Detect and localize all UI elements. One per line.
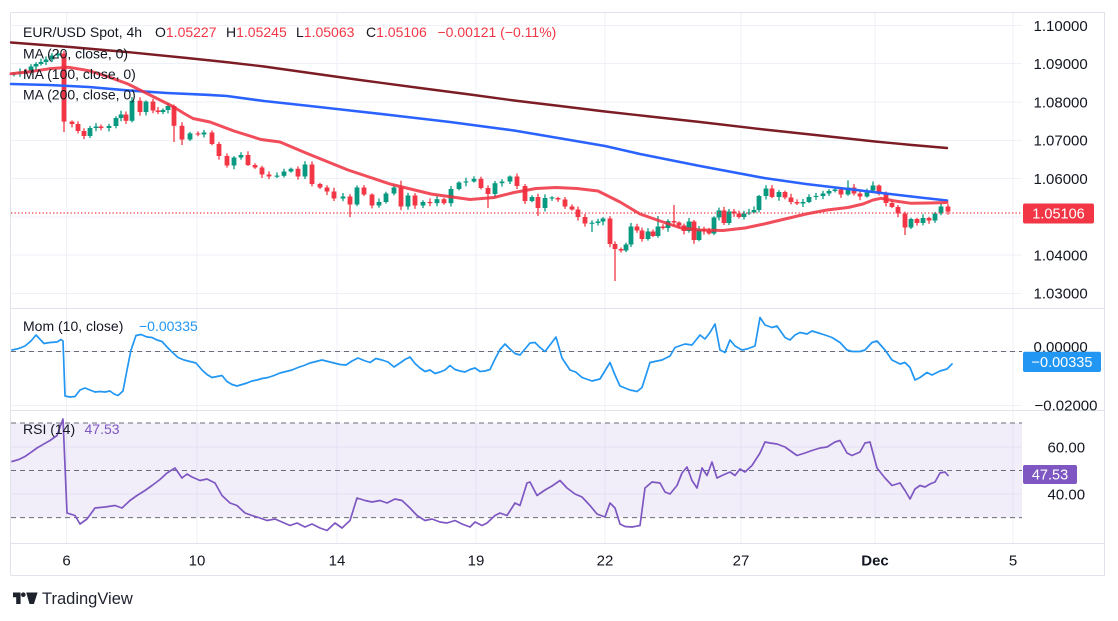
svg-text:40.00: 40.00 [1048,486,1086,503]
svg-text:TradingView: TradingView [42,590,133,608]
svg-text:10: 10 [189,553,206,570]
svg-text:5: 5 [1009,553,1017,570]
svg-text:47.53: 47.53 [1032,468,1068,484]
svg-text:1.10000: 1.10000 [1034,18,1088,35]
svg-text:1.09000: 1.09000 [1034,56,1088,73]
svg-text:−0.00335: −0.00335 [1032,355,1093,371]
svg-text:1.08000: 1.08000 [1034,94,1088,111]
svg-text:6: 6 [62,553,70,570]
svg-text:1.04000: 1.04000 [1034,247,1088,264]
svg-text:MA (20, close, 0): MA (20, close, 0) [23,45,128,61]
svg-text:MA (200, close, 0): MA (200, close, 0) [23,86,136,102]
svg-text:22: 22 [597,553,614,570]
svg-text:1.06000: 1.06000 [1034,171,1088,188]
svg-text:RSI (14): RSI (14) [23,421,75,437]
svg-text:47.53: 47.53 [85,421,120,437]
svg-text:14: 14 [329,553,346,570]
svg-text:1.03000: 1.03000 [1034,286,1088,303]
svg-text:27: 27 [733,553,750,570]
svg-text:−0.00335: −0.00335 [139,318,198,334]
svg-text:1.07000: 1.07000 [1034,133,1088,150]
svg-text:Mom (10, close): Mom (10, close) [23,318,123,334]
svg-text:1.05106: 1.05106 [1032,206,1084,222]
svg-text:60.00: 60.00 [1048,439,1086,456]
svg-text:MA (100, close, 0): MA (100, close, 0) [23,66,136,82]
svg-text:Dec: Dec [861,553,889,570]
svg-text:−0.02000: −0.02000 [1035,398,1098,415]
svg-text:EUR/USD Spot, 4h: EUR/USD Spot, 4h [23,24,142,40]
svg-text:19: 19 [468,553,485,570]
